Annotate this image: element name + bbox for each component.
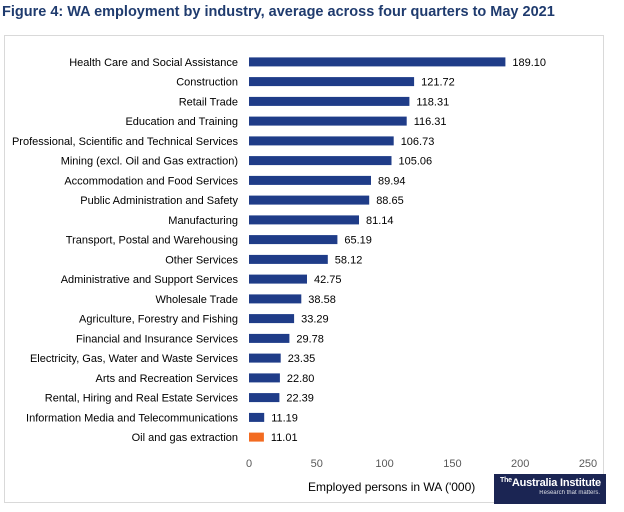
bar — [249, 373, 280, 383]
value-label: 38.58 — [308, 294, 336, 306]
category-label: Agriculture, Forestry and Fishing — [79, 314, 238, 326]
bar — [249, 195, 370, 205]
category-label: Professional, Scientific and Technical S… — [12, 136, 239, 148]
x-tick-label: 50 — [311, 458, 323, 470]
bar — [249, 333, 290, 343]
value-label: 121.72 — [421, 77, 455, 89]
value-label: 89.94 — [378, 175, 406, 187]
bar — [249, 175, 371, 185]
value-label: 81.14 — [366, 215, 394, 227]
category-label: Public Administration and Safety — [80, 195, 238, 207]
category-label: Manufacturing — [168, 215, 238, 227]
bar — [249, 235, 338, 245]
bar — [249, 136, 394, 146]
bar — [249, 432, 264, 442]
value-label: 105.06 — [399, 156, 433, 168]
value-label: 22.39 — [286, 393, 314, 405]
bar — [249, 353, 281, 363]
bar — [249, 274, 307, 284]
australia-institute-logo: TheAustralia Institute Research that mat… — [494, 474, 606, 504]
bar — [249, 57, 506, 67]
bar — [249, 215, 359, 225]
bar — [249, 77, 415, 87]
value-label: 22.80 — [287, 373, 315, 385]
category-label: Rental, Hiring and Real Estate Services — [45, 393, 239, 405]
bar — [249, 116, 407, 126]
value-label: 29.78 — [296, 333, 324, 345]
bar — [249, 412, 265, 422]
x-tick-label: 150 — [443, 458, 461, 470]
value-label: 11.19 — [271, 412, 298, 424]
value-label: 33.29 — [301, 314, 329, 326]
x-axis-label: Employed persons in WA ('000) — [308, 480, 476, 494]
logo-wordmark: TheAustralia Institute — [500, 477, 601, 489]
category-label: Mining (excl. Oil and Gas extraction) — [61, 156, 238, 168]
x-tick-label: 200 — [511, 458, 529, 470]
value-label: 65.19 — [344, 235, 372, 247]
category-label: Financial and Insurance Services — [76, 333, 239, 345]
category-label: Accommodation and Food Services — [64, 175, 238, 187]
category-label: Information Media and Telecommunications — [26, 412, 238, 424]
category-label: Wholesale Trade — [155, 294, 238, 306]
category-label: Transport, Postal and Warehousing — [66, 235, 238, 247]
category-label: Arts and Recreation Services — [96, 373, 239, 385]
x-tick-label: 100 — [375, 458, 393, 470]
category-label: Retail Trade — [179, 96, 238, 108]
logo-tagline: Research that matters. — [539, 490, 600, 496]
value-label: 106.73 — [401, 136, 435, 148]
value-label: 118.31 — [416, 96, 449, 108]
value-label: 42.75 — [314, 274, 342, 286]
bar — [249, 254, 328, 264]
bar — [249, 156, 392, 166]
bar — [249, 294, 302, 304]
bar — [249, 96, 410, 106]
value-label: 116.31 — [414, 116, 447, 128]
chart-frame — [4, 35, 604, 503]
category-label: Health Care and Social Assistance — [69, 57, 238, 69]
x-tick-label: 250 — [579, 458, 597, 470]
category-label: Electricity, Gas, Water and Waste Servic… — [30, 353, 239, 365]
x-tick-label: 0 — [246, 458, 252, 470]
category-label: Administrative and Support Services — [61, 274, 239, 286]
bar — [249, 314, 295, 324]
value-label: 23.35 — [288, 353, 316, 365]
value-label: 189.10 — [512, 57, 546, 69]
category-label: Education and Training — [125, 116, 238, 128]
value-label: 88.65 — [376, 195, 404, 207]
value-label: 11.01 — [271, 432, 298, 444]
bar — [249, 393, 280, 403]
value-label: 58.12 — [335, 254, 363, 266]
category-label: Other Services — [165, 254, 238, 266]
category-label: Construction — [176, 77, 238, 89]
category-label: Oil and gas extraction — [132, 432, 238, 444]
figure-title: Figure 4: WA employment by industry, ave… — [2, 4, 555, 20]
